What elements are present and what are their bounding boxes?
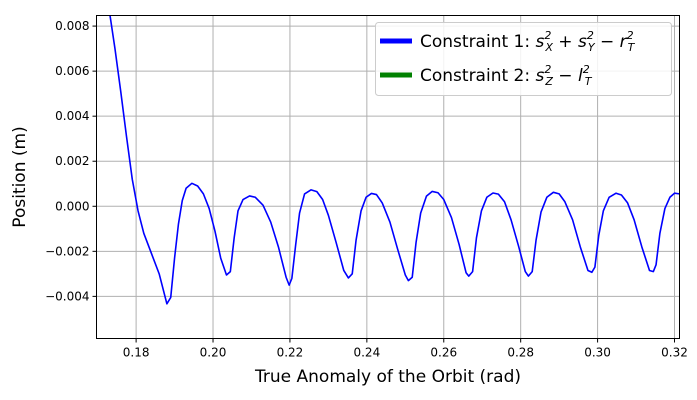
y-axis-ticks: −0.004 −0.002 0.000 0.002 0.004 0.006 0.008 <box>45 19 97 303</box>
x-axis-label: True Anomaly of the Orbit (rad) <box>254 367 521 387</box>
y-tick-label: 0.008 <box>55 19 89 33</box>
y-tick-label: 0.006 <box>55 64 89 78</box>
x-axis-ticks: 0.18 0.20 0.22 0.24 0.26 0.28 0.30 0.32 <box>123 338 688 360</box>
legend-label-constraint-1: Constraint 1: s2 X + s2 Y − r2 T <box>420 29 636 54</box>
x-tick-label: 0.32 <box>661 346 688 360</box>
legend-label-constraint-2-prefix: Constraint 2: <box>420 66 536 86</box>
y-tick-label: −0.002 <box>45 244 89 258</box>
y-tick-label: 0.000 <box>55 199 89 213</box>
y-tick-label: 0.004 <box>55 109 89 123</box>
x-tick-label: 0.28 <box>507 346 534 360</box>
series-line-constraint-1 <box>109 15 680 305</box>
x-tick-label: 0.20 <box>200 346 227 360</box>
y-tick-label: 0.002 <box>55 154 89 168</box>
legend-label-constraint-2: Constraint 2: s2 Z − l2 T <box>420 63 593 88</box>
legend-label-constraint-1-prefix: Constraint 1: <box>420 32 536 52</box>
plot-area <box>109 15 680 305</box>
legend-box <box>375 22 672 96</box>
x-tick-label: 0.22 <box>277 346 304 360</box>
x-tick-label: 0.18 <box>123 346 150 360</box>
x-tick-label: 0.24 <box>353 346 380 360</box>
x-tick-label: 0.26 <box>430 346 457 360</box>
y-tick-label: −0.004 <box>45 289 89 303</box>
x-tick-label: 0.30 <box>584 346 611 360</box>
legend: Constraint 1: s2 X + s2 Y − r2 T Constraint… <box>375 22 672 96</box>
plot-frame <box>96 15 680 339</box>
y-axis-label: Position (m) <box>10 126 30 227</box>
